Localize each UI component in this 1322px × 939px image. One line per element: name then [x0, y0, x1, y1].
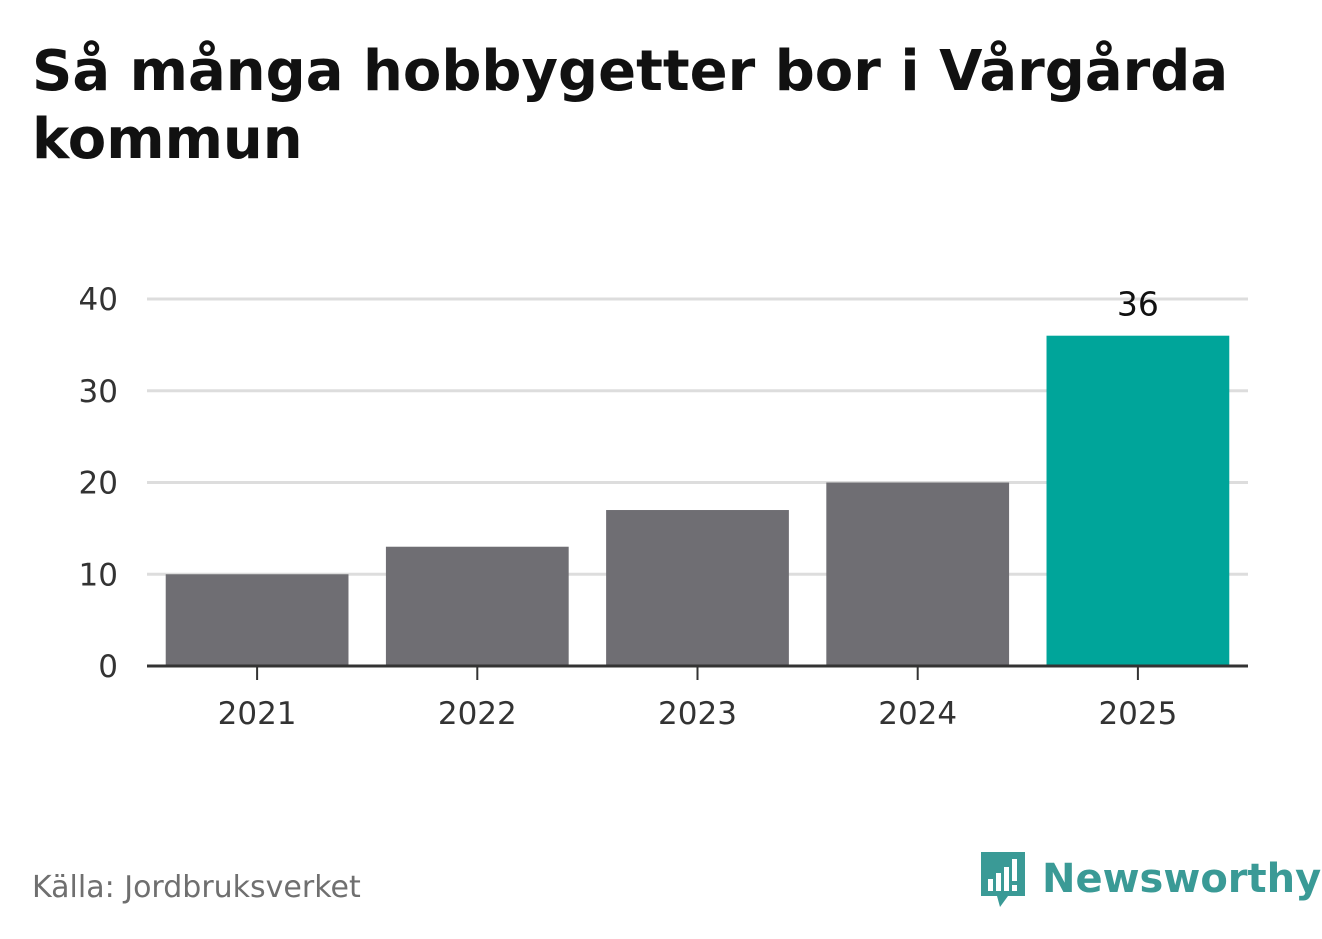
- x-axis-ticks: 2021 2022 2023 2024 2025: [218, 666, 1177, 732]
- bar-chart: 0 10 20 30 40 36 2021 2022 2023 2024 2025: [79, 282, 1248, 732]
- data-label: 36: [1117, 285, 1159, 324]
- bar-2023: [606, 510, 789, 666]
- x-tick-label: 2024: [878, 696, 957, 732]
- y-tick-label: 40: [79, 282, 118, 318]
- bar-chart-speech-bubble-icon: [981, 852, 1025, 907]
- bars: [165, 335, 1230, 666]
- brand-logo: Newsworthy: [978, 846, 1321, 912]
- y-tick-label: 0: [98, 649, 118, 685]
- source-note: Källa: Jordbruksverket: [32, 870, 361, 905]
- chart-title: Så många hobbygetter bor i Vårgårda komm…: [32, 39, 1229, 172]
- brand-name: Newsworthy: [1042, 856, 1322, 902]
- y-axis-ticks: 0 10 20 30 40: [79, 282, 118, 685]
- y-tick-label: 30: [79, 374, 118, 410]
- x-tick-label: 2025: [1098, 696, 1177, 732]
- x-tick-label: 2022: [438, 696, 517, 732]
- bar-2021: [165, 574, 349, 666]
- bar-2024: [826, 482, 1010, 666]
- x-tick-label: 2023: [658, 696, 737, 732]
- data-labels: 36: [1117, 285, 1159, 324]
- y-tick-label: 10: [79, 557, 118, 593]
- x-tick-label: 2021: [218, 696, 297, 732]
- bar-2025: [1046, 335, 1230, 666]
- bar-2022: [385, 546, 569, 666]
- y-tick-label: 20: [79, 466, 118, 502]
